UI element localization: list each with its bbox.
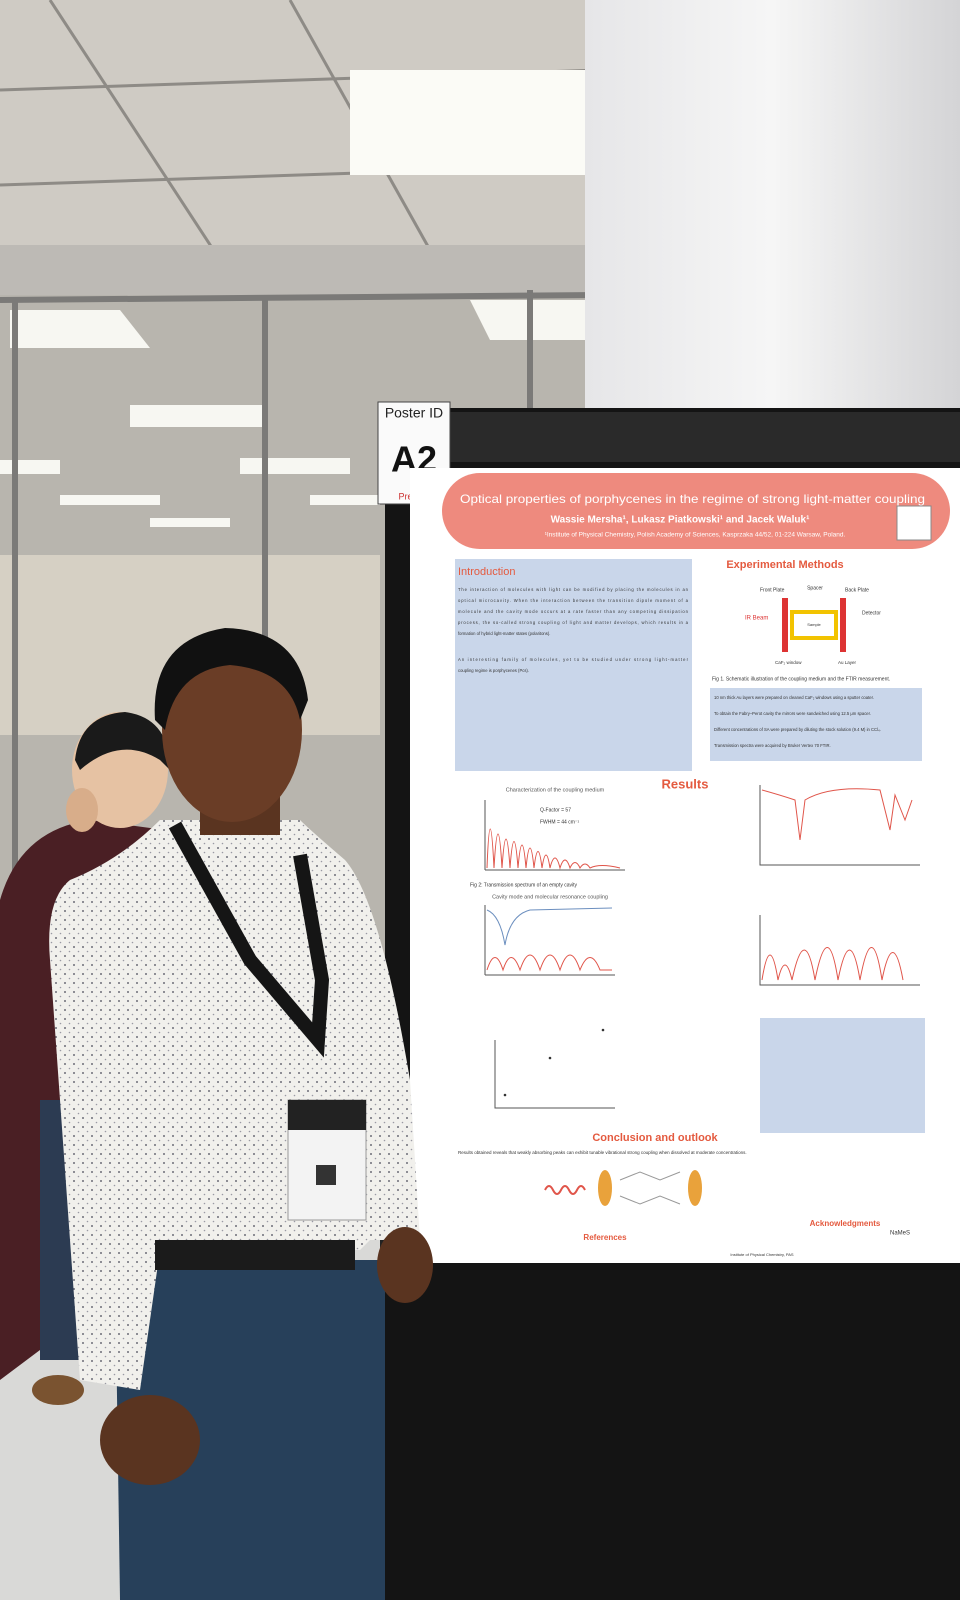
detail (0, 460, 60, 474)
references-heading: References (583, 1233, 627, 1242)
methods-box (710, 688, 922, 761)
molecule-icon (619, 1171, 681, 1205)
intro-line: process, the so-called strong coupling o… (458, 620, 689, 625)
detail (310, 495, 380, 505)
poster-id-label: Poster ID (385, 405, 443, 421)
intro-box (455, 559, 692, 771)
fig2-caption: Fig 2: Transmission spectrum of an empty… (470, 882, 577, 888)
detail (32, 1375, 84, 1405)
chart-title: Cavity mode and molecular resonance coup… (492, 894, 608, 900)
background-lights (0, 300, 585, 527)
method-bullet: Transmission spectra were acquired by Br… (714, 743, 831, 748)
logo (896, 505, 932, 541)
results-heading: Results (662, 776, 709, 791)
conclusion-text: Results obtained reveals that weakly abs… (458, 1150, 747, 1155)
poster-id-brand: Prem (398, 491, 420, 501)
method-bullet: Different concentrations of SA were prep… (714, 727, 881, 732)
intro-line: formation of hybrid light-matter states … (458, 631, 550, 636)
detail (48, 0, 222, 261)
ack-org: Institute of Physical Chemistry, PAS (730, 1252, 794, 1257)
badge-header (288, 1100, 366, 1130)
detail (601, 1028, 605, 1032)
plate (782, 598, 788, 652)
pillar (585, 0, 960, 415)
detail (75, 712, 170, 770)
wave-icon (544, 1185, 586, 1195)
spectrum-line (486, 828, 621, 870)
acknowledgments-heading: Acknowledgments (810, 1219, 881, 1228)
intro-line: An interesting family of molecules, yet … (458, 657, 689, 662)
beam (0, 245, 600, 295)
detail (240, 458, 350, 474)
spectrum-line (486, 954, 612, 972)
ceiling-light (350, 70, 590, 175)
spectrum-line (486, 907, 613, 946)
belt (155, 1240, 355, 1270)
face (162, 638, 302, 822)
detail (548, 1056, 552, 1060)
cavity-diagram: Front Plate Spacer Back Plate IR Beam Sa… (745, 585, 881, 665)
chart-axes (759, 915, 920, 986)
scatter-points (503, 1028, 605, 1097)
chart-annotation: Q-Factor = 57 (540, 807, 571, 813)
chart-axes (484, 800, 625, 871)
poster-title: Optical properties of porphycenes in the… (460, 492, 925, 506)
mirror-icon (688, 1170, 702, 1206)
detail (503, 1093, 507, 1097)
diagram-label: Front Plate (760, 587, 785, 593)
intro-line: molecule and the cavity mode occurs at a… (458, 609, 689, 614)
conclusion-heading: Conclusion and outlook (592, 1132, 718, 1144)
detail (0, 292, 601, 303)
poster-affiliation: ¹Institute of Physical Chemistry, Polish… (545, 532, 846, 539)
diagram-label: IR Beam (745, 616, 768, 622)
intro-line: coupling regime is porphycenes (Pcs). (458, 668, 529, 673)
plate (840, 598, 846, 652)
diagram-label: Spacer (807, 585, 823, 591)
intro-line: The interaction of molecules with light … (458, 587, 689, 592)
board-top (450, 412, 960, 462)
hand (377, 1227, 433, 1303)
chart-annotation: FWHM = 44 cm⁻¹ (540, 819, 580, 825)
diagram-label: Au Layer (838, 660, 857, 665)
fig1-caption: Fig 1. Schematic illustration of the cou… (712, 676, 890, 682)
detail (130, 405, 265, 427)
badge-qr (316, 1165, 336, 1185)
spectrum-line (761, 788, 913, 841)
intro-text: The interaction of molecules with light … (458, 587, 689, 673)
mirror-icon (598, 1170, 612, 1206)
chart-axes (484, 905, 615, 976)
title-banner (442, 473, 950, 549)
poster-authors: Wassie Mersha¹, Lukasz Piatkowski¹ and J… (551, 515, 810, 526)
method-bullets: 10 nm thick Au layers were prepared on c… (714, 695, 881, 748)
intro-line: optical microcavity. When the interactio… (458, 598, 689, 603)
jeans (115, 1260, 385, 1600)
intro-heading: Introduction (458, 566, 515, 578)
lanyard (168, 821, 330, 1058)
poster: Optical properties of porphycenes in the… (410, 468, 960, 1263)
detail (60, 495, 160, 505)
diagram-label: CaF₂ window (775, 660, 802, 665)
hand (100, 1395, 200, 1485)
diagram-label: Detector (862, 610, 881, 616)
hair (154, 628, 308, 730)
diagram-label: Sample (807, 622, 821, 627)
spectrum-line (761, 947, 904, 981)
method-bullet: To obtain the Fabry–Perot cavity the mir… (714, 711, 871, 716)
results-box (760, 1018, 925, 1133)
sample (790, 610, 838, 640)
detail (10, 310, 150, 348)
diagram-label: Back Plate (845, 587, 869, 593)
detail (150, 518, 230, 527)
presenter (49, 628, 433, 1600)
ack-org: NaMeS (890, 1231, 910, 1237)
detail (66, 788, 98, 832)
chart-title: Characterization of the coupling medium (506, 787, 605, 793)
chart-axes (759, 785, 920, 866)
methods-heading: Experimental Methods (726, 559, 843, 571)
method-bullet: 10 nm thick Au layers were prepared on c… (714, 695, 874, 700)
chart-axes (494, 1040, 615, 1109)
